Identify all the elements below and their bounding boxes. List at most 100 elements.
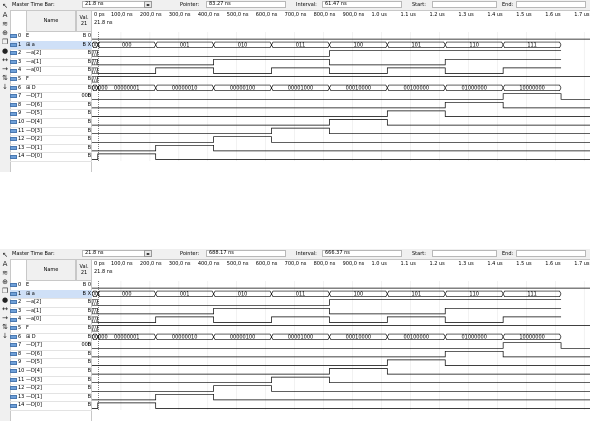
signal-index-label: 1	[18, 290, 22, 297]
signal-row[interactable]: 1 ⊞ a B X	[10, 289, 92, 299]
signal-row[interactable]: 6 ⊞ D B 000	[10, 333, 92, 348]
time-arrow-buttons[interactable]: ◂▸	[144, 250, 152, 257]
unknown-hatch	[93, 67, 97, 74]
signal-icon	[10, 395, 17, 400]
signal-value: B	[87, 342, 91, 349]
signal-row[interactable]: 2 —a[2] B	[10, 49, 92, 58]
signal-row[interactable]: 2 —a[2] B	[10, 298, 92, 307]
digital-waveform	[92, 144, 590, 152]
signal-row[interactable]: 6 ⊞ D B 000	[10, 84, 92, 99]
signal-row[interactable]: 3 —a[1] B	[10, 58, 92, 67]
signal-row[interactable]: 4 —a[0] B	[10, 66, 92, 75]
master-time-bar-label: Master Time Bar:	[12, 251, 55, 257]
copy-icon[interactable]: ❐	[1, 287, 9, 295]
signal-name: —D[2]	[26, 136, 42, 143]
signal-index-label: 5	[18, 325, 22, 331]
waveform-icon[interactable]: ≋	[2, 20, 8, 28]
signal-index-label: 13	[18, 144, 25, 151]
zoom-icon[interactable]: ⊕	[2, 29, 8, 37]
bus-value-label: 011	[296, 292, 306, 298]
replace-icon[interactable]: ↔	[2, 56, 8, 64]
master-time-bar-field[interactable]: 21.8 ns	[82, 1, 152, 8]
signal-row[interactable]: 1 ⊞ a B X	[10, 40, 92, 50]
bus-value-label: 001	[180, 292, 190, 298]
bus-value-label: XXX	[92, 43, 101, 49]
row-divider	[10, 135, 92, 137]
text-icon[interactable]: A	[2, 11, 8, 19]
signal-value: B	[87, 101, 91, 108]
start-field[interactable]	[432, 250, 497, 257]
master-time-bar-field[interactable]: 21.8 ns	[82, 250, 152, 257]
bus-value-label: 000	[122, 292, 132, 298]
sort-icon[interactable]: ⇅	[2, 323, 8, 331]
az-icon[interactable]: ↓	[2, 332, 8, 340]
signal-row[interactable]: 13 —D[1] B	[10, 144, 92, 153]
signal-row[interactable]: 9 —D[5] B	[10, 358, 92, 367]
signal-row[interactable]: 3 —a[1] B	[10, 307, 92, 316]
signal-row[interactable]: 4 —a[0] B	[10, 315, 92, 324]
pointer-field[interactable]: 83.27 ns	[206, 1, 286, 8]
signal-icon	[10, 68, 17, 73]
pointer-label: Pointer:	[180, 251, 200, 257]
signal-row[interactable]: 10 —D[4] B	[10, 118, 92, 127]
signal-icon	[10, 60, 17, 65]
find-icon[interactable]: ●	[1, 47, 9, 55]
signal-row[interactable]: 10 —D[4] B	[10, 367, 92, 376]
signal-value: B	[87, 127, 91, 134]
divider	[91, 10, 92, 172]
signal-row[interactable]: 8 —D[6] B	[10, 101, 92, 110]
pointer-field[interactable]: 688.17 ns	[206, 250, 286, 257]
signal-row[interactable]: 14 —D[0] B	[10, 152, 92, 161]
interval-label: Interval:	[296, 2, 317, 8]
signal-value: B	[87, 153, 91, 160]
signal-index: 13	[10, 144, 25, 153]
signal-row[interactable]: 11 —D[3] B	[10, 376, 92, 385]
interval-field[interactable]: 666.37 ns	[322, 250, 402, 257]
signal-index: 12	[10, 135, 25, 144]
signal-row[interactable]: 11 —D[3] B	[10, 127, 92, 136]
signal-index: 4	[10, 315, 25, 324]
az-icon[interactable]: ↓	[2, 83, 8, 91]
pointer-icon[interactable]: ↖	[2, 2, 8, 10]
start-field[interactable]	[432, 1, 497, 8]
time-tick-label: 100,0 ns	[110, 261, 133, 267]
signal-icon	[10, 128, 17, 133]
signal-name: —D[7]	[26, 342, 42, 349]
find-icon[interactable]: ●	[1, 296, 9, 304]
row-divider	[10, 83, 92, 85]
name-column-header: Name	[26, 259, 76, 281]
interval-field[interactable]: 61.47 ns	[322, 1, 402, 8]
replace-icon[interactable]: ↔	[2, 305, 8, 313]
signal-icon	[10, 403, 17, 408]
signal-row[interactable]: 7 —D[7] B	[10, 341, 92, 350]
signal-row[interactable]: 13 —D[1] B	[10, 393, 92, 402]
copy-icon[interactable]: ❐	[1, 38, 9, 46]
waveform-icon[interactable]: ≋	[2, 269, 8, 277]
time-arrow-buttons[interactable]: ◂▸	[144, 1, 152, 8]
signal-row[interactable]: 7 —D[7] B	[10, 92, 92, 101]
digital-waveform	[92, 119, 590, 126]
signal-row[interactable]: 8 —D[6] B	[10, 350, 92, 359]
signal-row[interactable]: 14 —D[0] B	[10, 401, 92, 410]
time-tick-label: 800,0 ns	[313, 12, 336, 18]
arrow-icon[interactable]: →	[2, 65, 8, 73]
pointer-icon[interactable]: ↖	[2, 251, 8, 259]
signal-value: B	[87, 316, 91, 323]
signal-row[interactable]: 9 —D[5] B	[10, 109, 92, 118]
signal-icon	[10, 146, 17, 151]
signal-row[interactable]: 12 —D[2] B	[10, 384, 92, 393]
end-field[interactable]	[516, 250, 586, 257]
end-field[interactable]	[516, 1, 586, 8]
arrow-icon[interactable]: →	[2, 314, 8, 322]
sort-icon[interactable]: ⇅	[2, 74, 8, 82]
zoom-icon[interactable]: ⊕	[2, 278, 8, 286]
signal-icon	[10, 334, 17, 339]
text-icon[interactable]: A	[2, 260, 8, 268]
master-time-bar-label: Master Time Bar:	[12, 2, 55, 8]
signal-row[interactable]: 12 —D[2] B	[10, 135, 92, 144]
